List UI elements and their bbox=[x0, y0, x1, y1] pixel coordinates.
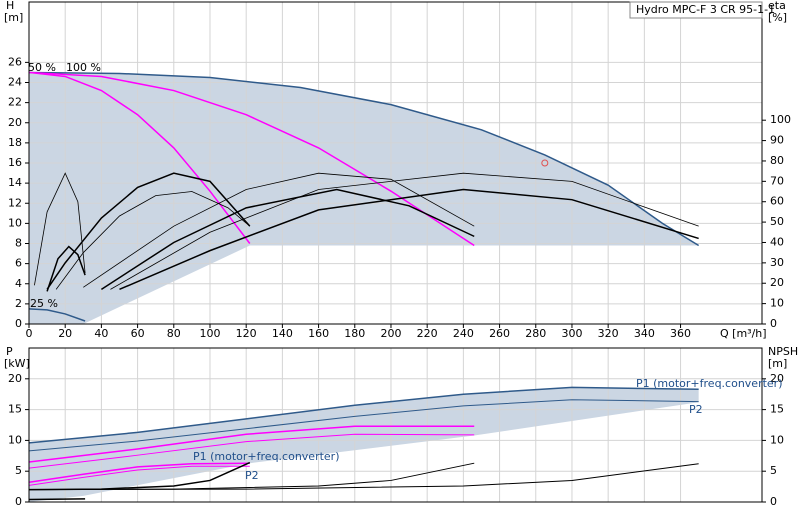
y2-tick-label: 0 bbox=[770, 495, 777, 508]
title-box bbox=[629, 1, 763, 19]
y-tick-label: 10 bbox=[8, 433, 22, 446]
y-tick-label: 22 bbox=[8, 96, 22, 109]
y2-tick-label: 10 bbox=[770, 433, 784, 446]
x-tick-label: 240 bbox=[453, 327, 474, 340]
x-tick-label: 100 bbox=[199, 327, 220, 340]
y-tick-label: 10 bbox=[8, 216, 22, 229]
y-tick-label: 14 bbox=[8, 176, 22, 189]
curve bbox=[28, 425, 475, 463]
y2-tick-label: 0 bbox=[770, 317, 777, 330]
y-label-unit: [kW] bbox=[4, 357, 30, 370]
y2-tick-label: 30 bbox=[770, 256, 784, 269]
y2-label: NPSH bbox=[768, 345, 798, 358]
curve bbox=[28, 498, 86, 501]
y-tick-label: 8 bbox=[15, 237, 22, 250]
curve bbox=[28, 71, 475, 247]
y2-tick-label: 10 bbox=[770, 297, 784, 310]
annotation: P1 (motor+freq.converter) bbox=[636, 377, 783, 390]
curve bbox=[28, 308, 86, 322]
x-tick-label: 120 bbox=[236, 327, 257, 340]
y2-tick-label: 40 bbox=[770, 235, 784, 248]
x-tick-label: 260 bbox=[489, 327, 510, 340]
operating-range bbox=[29, 387, 699, 502]
y-tick-label: 6 bbox=[15, 257, 22, 270]
curve bbox=[34, 172, 86, 286]
duty-point bbox=[541, 159, 549, 167]
annotation: P2 bbox=[245, 469, 259, 482]
x-tick-label: 180 bbox=[344, 327, 365, 340]
curve bbox=[28, 462, 250, 484]
y-tick-label: 4 bbox=[15, 277, 22, 290]
x-tick-label: 140 bbox=[272, 327, 293, 340]
curve bbox=[28, 399, 699, 452]
curve bbox=[28, 463, 699, 491]
y-tick-label: 18 bbox=[8, 136, 22, 149]
annotation: 100 % bbox=[66, 61, 101, 74]
x-tick-label: 40 bbox=[94, 327, 108, 340]
y-tick-label: 0 bbox=[15, 495, 22, 508]
y-tick-label: 2 bbox=[15, 297, 22, 310]
x-tick-label: 160 bbox=[308, 327, 329, 340]
annotation: 25 % bbox=[30, 297, 58, 310]
curve bbox=[28, 71, 700, 247]
y2-tick-label: 20 bbox=[770, 372, 784, 385]
y-tick-label: 26 bbox=[8, 55, 22, 68]
plots: 0246810121416182022242601020304050607080… bbox=[4, 0, 798, 508]
y2-tick-label: 100 bbox=[770, 113, 791, 126]
y2-tick-label: 60 bbox=[770, 195, 784, 208]
y-tick-label: 24 bbox=[8, 76, 22, 89]
curve bbox=[100, 188, 475, 290]
x-tick-label: 60 bbox=[131, 327, 145, 340]
x-tick-label: 200 bbox=[380, 327, 401, 340]
x-tick-label: 0 bbox=[26, 327, 33, 340]
y-tick-label: 15 bbox=[8, 403, 22, 416]
annotation: P2 bbox=[689, 403, 703, 416]
x-tick-label: 220 bbox=[417, 327, 438, 340]
x-label: Q [m³/h] bbox=[720, 327, 767, 340]
y2-label-unit: [%] bbox=[768, 11, 787, 24]
y-label: P bbox=[6, 345, 13, 358]
x-tick-label: 340 bbox=[634, 327, 655, 340]
y-tick-label: 5 bbox=[15, 464, 22, 477]
x-tick-label: 280 bbox=[525, 327, 546, 340]
curve bbox=[28, 71, 251, 244]
y-label: H bbox=[6, 0, 14, 12]
x-tick-label: 20 bbox=[58, 327, 72, 340]
curve bbox=[119, 188, 699, 291]
curve bbox=[83, 172, 475, 288]
y2-label-unit: [m] bbox=[768, 357, 787, 370]
y2-tick-label: 5 bbox=[770, 464, 777, 477]
y2-tick-label: 50 bbox=[770, 215, 784, 228]
operating-range bbox=[29, 72, 699, 324]
y2-label: eta bbox=[768, 0, 786, 12]
y-tick-label: 16 bbox=[8, 156, 22, 169]
curve bbox=[28, 465, 250, 486]
y-tick-label: 0 bbox=[15, 317, 22, 330]
curve bbox=[46, 172, 251, 290]
curve bbox=[28, 433, 475, 469]
y-tick-label: 12 bbox=[8, 196, 22, 209]
y-label-unit: [m] bbox=[4, 11, 23, 24]
curve bbox=[46, 245, 86, 292]
y2-tick-label: 70 bbox=[770, 174, 784, 187]
chart-title: Hydro MPC-F 3 CR 95-1-1 bbox=[636, 3, 775, 16]
plot-frame bbox=[28, 1, 763, 325]
y-tick-label: 20 bbox=[8, 116, 22, 129]
y-tick-label: 20 bbox=[8, 372, 22, 385]
curve bbox=[28, 386, 699, 444]
x-tick-label: 80 bbox=[167, 327, 181, 340]
y2-tick-label: 80 bbox=[770, 154, 784, 167]
y2-tick-label: 15 bbox=[770, 403, 784, 416]
x-tick-label: 360 bbox=[670, 327, 691, 340]
y2-tick-label: 90 bbox=[770, 134, 784, 147]
plot-frame bbox=[28, 347, 763, 503]
y2-tick-label: 20 bbox=[770, 276, 784, 289]
x-tick-label: 300 bbox=[561, 327, 582, 340]
annotation: P1 (motor+freq.converter) bbox=[193, 450, 340, 463]
annotation: 50 % bbox=[28, 61, 56, 74]
curve bbox=[110, 172, 699, 290]
x-tick-label: 320 bbox=[598, 327, 619, 340]
